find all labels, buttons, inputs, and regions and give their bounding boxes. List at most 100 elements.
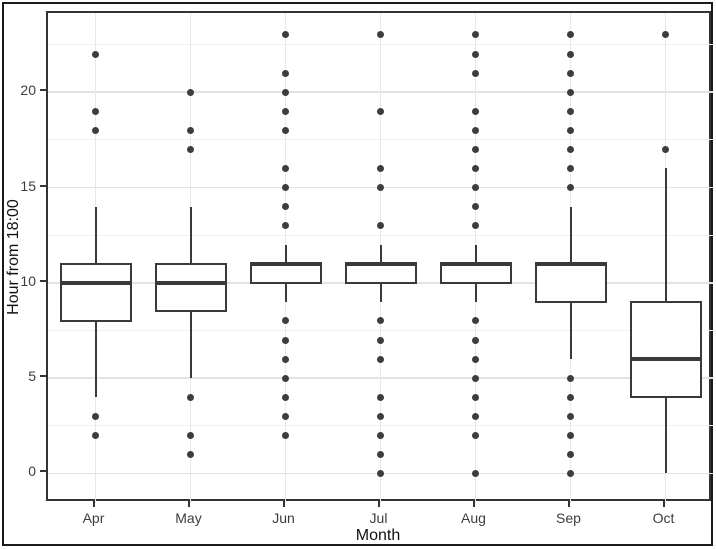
- outlier-dot-sep-15: [567, 184, 574, 191]
- outlier-dot-aug-15: [472, 184, 479, 191]
- y-tick-mark-10: [40, 279, 46, 282]
- outlier-dot-jul-7: [377, 336, 384, 344]
- outlier-dot-jun-2: [282, 431, 289, 439]
- outlier-dot-aug-0: [472, 469, 479, 477]
- outlier-dot-apr-2: [92, 431, 99, 439]
- outlier-dot-aug-7: [472, 336, 479, 344]
- outlier-dot-apr-19: [92, 107, 99, 115]
- boxplot-median-jul: [344, 261, 417, 266]
- outlier-dot-sep-23: [567, 31, 574, 39]
- outlier-dot-sep-19: [567, 107, 574, 115]
- outlier-dot-sep-1: [567, 450, 574, 458]
- outlier-dot-jun-19: [282, 107, 289, 115]
- outlier-dot-jul-0: [377, 469, 384, 477]
- y-tick-mark-20: [40, 89, 46, 92]
- outlier-dot-may-20: [187, 88, 194, 96]
- x-tick-label-jun: Jun: [272, 510, 295, 526]
- outlier-dot-jun-21: [282, 69, 289, 77]
- whisker-lower-apr: [94, 320, 97, 398]
- boxplot-layer: [48, 13, 709, 499]
- outlier-dot-aug-22: [472, 50, 479, 58]
- outlier-dot-sep-17: [567, 145, 574, 153]
- outlier-dot-aug-13: [472, 222, 479, 230]
- whisker-upper-oct: [664, 168, 667, 302]
- outlier-dot-sep-22: [567, 50, 574, 58]
- outlier-dot-aug-6: [472, 355, 479, 363]
- whisker-upper-jun: [284, 244, 287, 264]
- outlier-dot-jun-23: [282, 31, 289, 39]
- y-tick-label-20: 20: [20, 82, 36, 99]
- outlier-dot-jul-23: [377, 31, 384, 39]
- y-tick-mark-5: [40, 375, 46, 378]
- outlier-dot-jun-5: [282, 374, 289, 382]
- outlier-dot-sep-2: [567, 431, 574, 439]
- outlier-dot-aug-2: [472, 431, 479, 439]
- boxplot-box-oct: [629, 300, 702, 399]
- outlier-dot-aug-3: [472, 412, 479, 420]
- boxplot-box-may: [154, 262, 227, 313]
- outlier-dot-jun-8: [282, 317, 289, 325]
- outlier-dot-oct-17: [662, 145, 669, 153]
- outlier-dot-jun-7: [282, 336, 289, 344]
- boxplot-box-sep: [534, 262, 607, 303]
- whisker-upper-sep: [569, 206, 572, 264]
- outlier-dot-sep-5: [567, 374, 574, 382]
- outlier-dot-sep-21: [567, 69, 574, 77]
- x-tick-mark-jul: [377, 501, 380, 507]
- x-tick-label-oct: Oct: [652, 510, 675, 526]
- x-tick-label-sep: Sep: [556, 510, 581, 526]
- outlier-dot-apr-22: [92, 50, 99, 58]
- outlier-dot-jul-13: [377, 222, 384, 230]
- boxplot-median-sep: [534, 261, 607, 266]
- boxplot-box-jun: [249, 262, 322, 284]
- outlier-dot-may-4: [187, 393, 194, 401]
- outlier-dot-jun-16: [282, 164, 289, 172]
- boxplot-median-apr: [59, 280, 132, 285]
- x-tick-label-aug: Aug: [461, 510, 486, 526]
- outlier-dot-may-1: [187, 450, 194, 458]
- outlier-dot-aug-14: [472, 203, 479, 210]
- outlier-dot-apr-18: [92, 126, 99, 134]
- outlier-dot-jul-2: [377, 431, 384, 439]
- outlier-dot-jun-13: [282, 222, 289, 230]
- boxplot-box-apr: [59, 262, 132, 322]
- x-tick-mark-oct: [662, 501, 665, 507]
- outlier-dot-aug-23: [472, 31, 479, 39]
- whisker-lower-jun: [284, 282, 287, 302]
- outlier-dot-may-2: [187, 431, 194, 439]
- outlier-dot-may-17: [187, 145, 194, 153]
- outlier-dot-jun-20: [282, 88, 289, 96]
- outlier-dot-sep-3: [567, 412, 574, 420]
- outlier-dot-apr-3: [92, 412, 99, 420]
- outlier-dot-jun-3: [282, 412, 289, 420]
- outlier-dot-aug-17: [472, 145, 479, 153]
- outlier-dot-sep-4: [567, 393, 574, 401]
- outlier-dot-oct-23: [662, 31, 669, 39]
- outlier-dot-jun-6: [282, 355, 289, 363]
- whisker-lower-sep: [569, 301, 572, 360]
- x-tick-label-may: May: [175, 510, 202, 526]
- boxplot-median-aug: [439, 261, 512, 266]
- outlier-dot-aug-5: [472, 374, 479, 382]
- x-tick-mark-sep: [567, 501, 570, 507]
- outlier-dot-jul-1: [377, 450, 384, 458]
- y-tick-label-0: 0: [28, 463, 36, 480]
- outlier-dot-jul-3: [377, 412, 384, 420]
- outlier-dot-sep-18: [567, 126, 574, 134]
- plot-panel: [46, 11, 713, 503]
- y-tick-mark-0: [40, 470, 46, 473]
- outlier-dot-jun-4: [282, 393, 289, 401]
- outlier-dot-jul-19: [377, 107, 384, 115]
- outlier-dot-aug-4: [472, 393, 479, 401]
- boxplot-median-oct: [629, 357, 702, 362]
- outlier-dot-may-18: [187, 126, 194, 134]
- outlier-dot-aug-16: [472, 164, 479, 172]
- whisker-lower-jul: [379, 282, 382, 302]
- boxplot-median-may: [154, 280, 227, 285]
- outlier-dot-jul-16: [377, 164, 384, 172]
- outlier-dot-jul-15: [377, 184, 384, 191]
- boxplot-box-jul: [344, 262, 417, 284]
- y-tick-label-10: 10: [20, 272, 36, 289]
- whisker-lower-may: [189, 311, 192, 379]
